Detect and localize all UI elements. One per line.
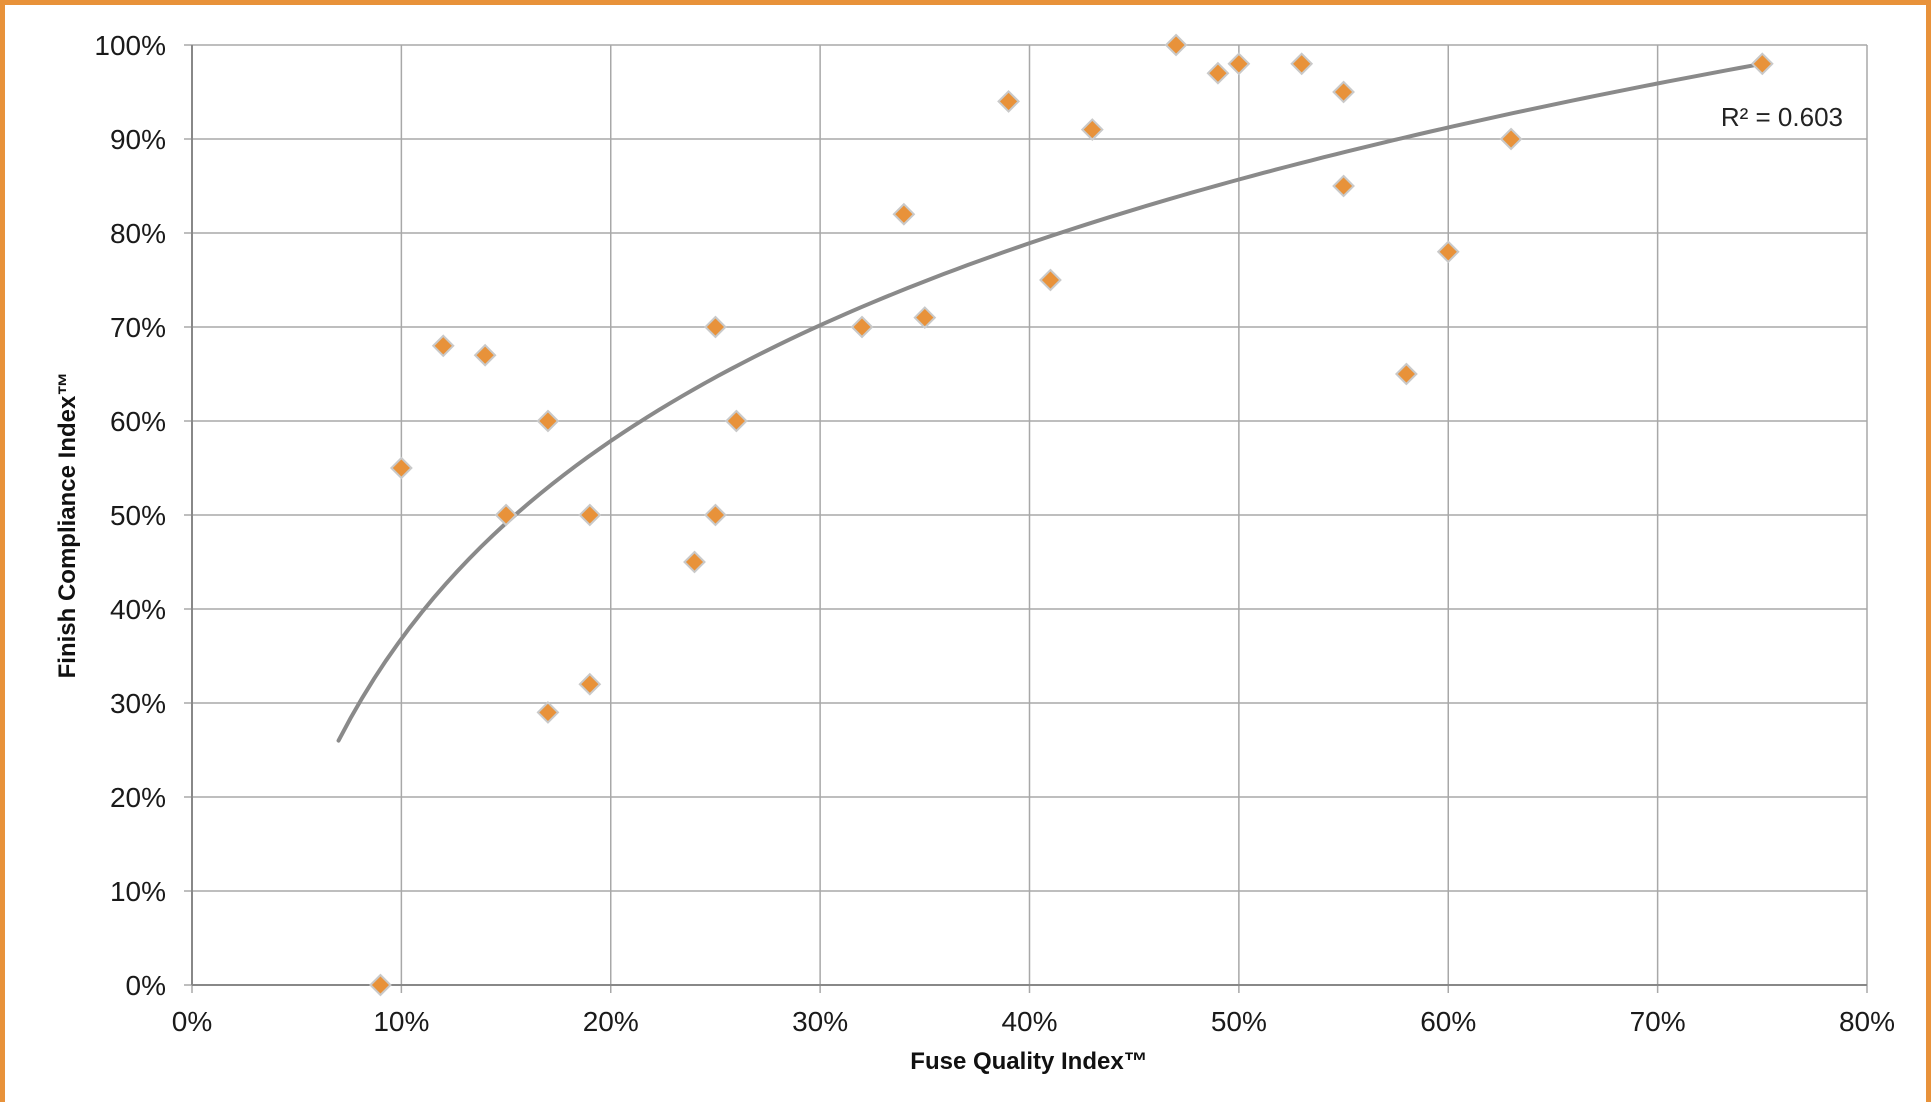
data-point-marker [704, 315, 727, 339]
data-point-marker [578, 672, 602, 696]
data-point-marker [536, 700, 560, 724]
y-tick-label: 30% [110, 688, 166, 719]
x-tick-label: 80% [1839, 1006, 1895, 1037]
x-tick-label: 50% [1211, 1006, 1267, 1037]
data-points [369, 33, 1774, 997]
data-point-marker [1039, 268, 1062, 292]
data-point-marker [1080, 118, 1104, 142]
y-tick-label: 10% [110, 876, 166, 907]
x-tick-label: 10% [373, 1006, 429, 1037]
data-point-marker [1750, 52, 1774, 76]
data-point-marker [997, 89, 1020, 113]
y-tick-label: 90% [110, 124, 166, 155]
data-point-marker [389, 456, 413, 480]
data-point-marker [683, 550, 706, 574]
y-tick-label: 100% [94, 30, 166, 61]
y-tick-label: 0% [126, 970, 166, 1001]
data-point-marker [1206, 61, 1230, 85]
x-tick-label: 60% [1420, 1006, 1476, 1037]
data-point-marker [473, 343, 497, 367]
trendline-group [336, 61, 1765, 743]
data-point-marker [850, 315, 874, 339]
axes [191, 45, 1867, 986]
y-tick-label: 70% [110, 312, 166, 343]
y-tick-label: 20% [110, 782, 166, 813]
data-point-marker [1436, 240, 1460, 264]
data-point-marker [369, 973, 392, 997]
x-tick-label: 0% [172, 1006, 212, 1037]
x-tick-label: 20% [583, 1006, 639, 1037]
data-point-marker [578, 503, 602, 527]
data-point-marker [494, 503, 518, 527]
y-tick-label: 40% [110, 594, 166, 625]
data-point-marker [704, 503, 727, 527]
y-tick-label: 60% [110, 406, 166, 437]
y-tick-label: 50% [110, 500, 166, 531]
trendline [336, 61, 1765, 743]
scatter-chart: 0% 10% 20% 30% 40% 50% 60% 70% 80% 90% 100% 0% 10% 2… [54, 30, 1895, 1075]
y-tick-labels: 0% 10% 20% 30% 40% 50% 60% 70% 80% 90% 100% [94, 30, 166, 1001]
x-tick-label: 30% [792, 1006, 848, 1037]
y-tick-label: 80% [110, 218, 166, 249]
data-point-marker [1332, 80, 1355, 104]
data-point-marker [431, 334, 455, 358]
x-tick-label: 40% [1001, 1006, 1057, 1037]
data-point-marker [1394, 362, 1418, 386]
data-point-marker [1227, 52, 1251, 76]
x-tick-labels: 0% 10% 20% 30% 40% 50% 60% 70% 80% [172, 1006, 1895, 1037]
data-point-marker [1290, 52, 1314, 76]
x-tick-label: 70% [1630, 1006, 1686, 1037]
data-point-marker [536, 409, 560, 433]
y-axis-title: Finish Compliance Index™ [54, 372, 81, 679]
data-point-marker [892, 202, 916, 226]
data-point-marker [1332, 174, 1355, 198]
x-axis-title: Fuse Quality Index™ [910, 1048, 1147, 1075]
data-point-marker [913, 306, 937, 330]
r-squared-label: R² = 0.603 [1721, 102, 1843, 132]
data-point-marker [724, 409, 748, 433]
data-point-marker [1164, 33, 1188, 57]
data-point-marker [1499, 127, 1523, 151]
gridlines [184, 44, 1868, 993]
